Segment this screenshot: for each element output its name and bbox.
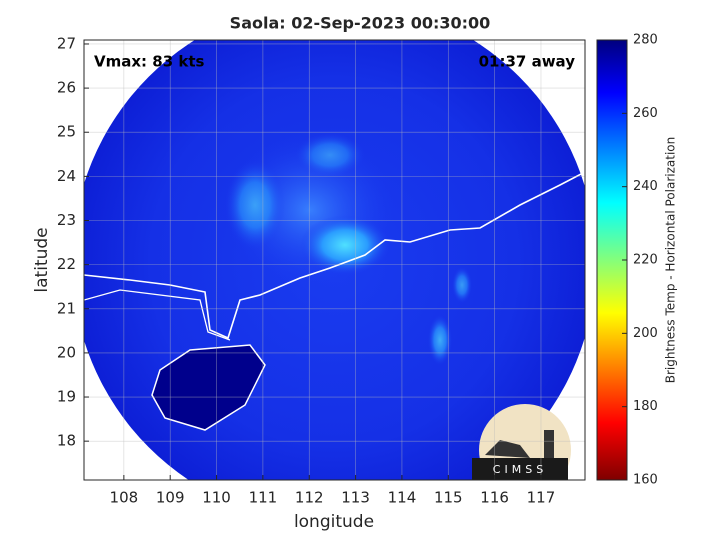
- colorbar-tick-label: 260: [633, 106, 658, 121]
- y-tick-label: 23: [57, 211, 76, 229]
- colorbar-label: Brightness Temp - Horizontal Polarizatio…: [664, 137, 678, 384]
- y-tick-label: 25: [57, 123, 76, 141]
- logo-text: CIMSS: [493, 463, 547, 476]
- annotation: Vmax: 83 kts: [94, 53, 204, 71]
- colorbar-tick-label: 220: [633, 253, 658, 268]
- x-tick-label: 117: [527, 489, 556, 507]
- y-tick-label: 22: [57, 255, 76, 273]
- chart-title: Saola: 02-Sep-2023 00:30:00: [230, 14, 491, 33]
- satellite-image: CIMSS: [84, 40, 585, 480]
- y-tick-label: 20: [57, 343, 76, 361]
- y-tick-label: 27: [57, 34, 76, 52]
- y-tick-label: 19: [57, 388, 76, 406]
- x-tick-label: 116: [480, 489, 509, 507]
- x-tick-label: 114: [388, 489, 417, 507]
- x-tick-label: 111: [249, 489, 278, 507]
- y-axis-label: latitude: [32, 227, 52, 292]
- plot-frame: [83, 39, 586, 481]
- x-tick-label: 115: [434, 489, 463, 507]
- colorbar-tick-label: 280: [633, 33, 658, 48]
- x-tick-label: 110: [202, 489, 231, 507]
- y-tick-label: 26: [57, 79, 76, 97]
- annotation: 01:37 away: [479, 53, 576, 71]
- x-tick-label: 112: [295, 489, 324, 507]
- y-tick-label: 18: [57, 432, 76, 450]
- x-tick-label: 113: [341, 489, 370, 507]
- x-tick-label: 108: [110, 489, 139, 507]
- colorbar-tick-label: 200: [633, 326, 658, 341]
- y-tick-label: 21: [57, 299, 76, 317]
- colorbar-tick-label: 160: [633, 473, 658, 488]
- colorbar-tick-label: 240: [633, 179, 658, 194]
- y-tick-label: 24: [57, 167, 76, 185]
- colorbar-tick-label: 180: [633, 399, 658, 414]
- x-tick-label: 109: [156, 489, 185, 507]
- x-axis-label: longitude: [294, 512, 374, 532]
